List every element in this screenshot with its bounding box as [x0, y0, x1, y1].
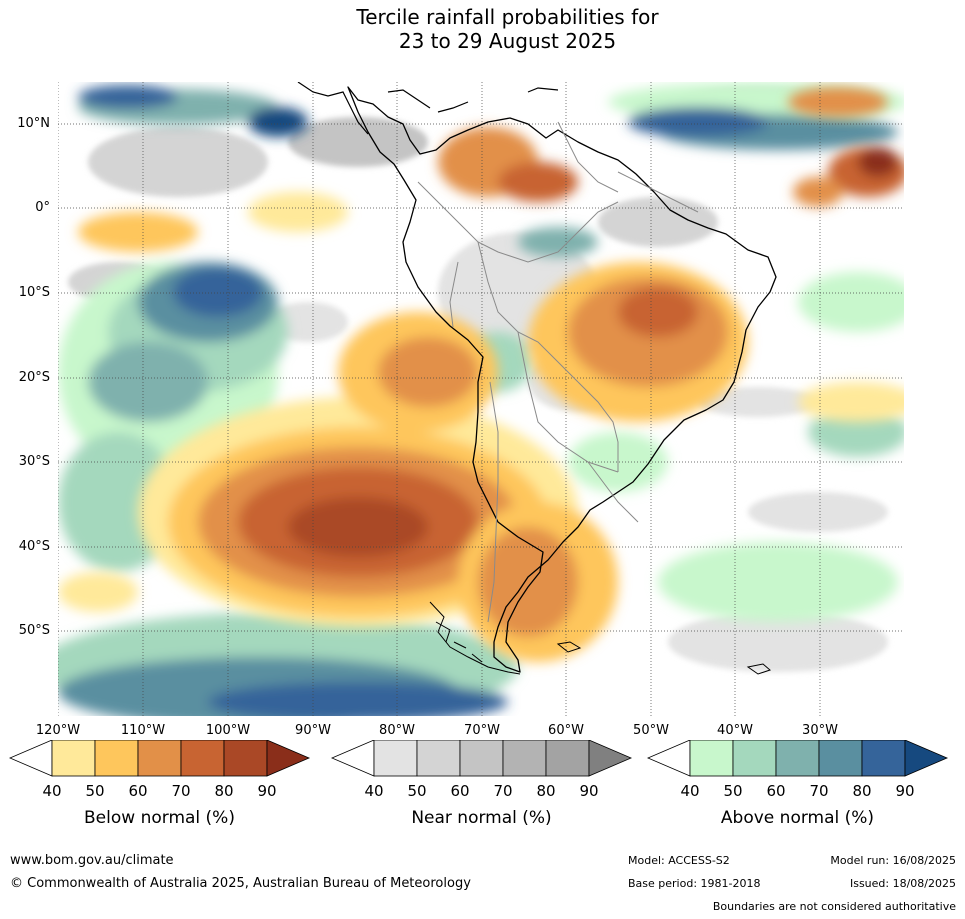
lon-label-70w: 70°W	[464, 723, 500, 738]
lon-label-30w: 30°W	[802, 723, 838, 738]
rainfall-probability-map	[58, 82, 904, 716]
country-borders	[417, 121, 699, 623]
above-normal-colorbar-tick: 90	[895, 782, 915, 800]
lon-label-80w: 80°W	[379, 723, 415, 738]
near-normal-colorbar-tick: 60	[450, 782, 470, 800]
below-normal-shading	[58, 87, 904, 662]
lon-label-40w: 40°W	[717, 723, 753, 738]
below-normal-colorbar-label: Below normal (%)	[84, 808, 235, 828]
lon-label-50w: 50°W	[633, 723, 669, 738]
map-title: Tercile rainfall probabilities for 23 to…	[0, 5, 965, 53]
above-normal-colorbar	[646, 740, 949, 777]
above-normal-colorbar-segment	[732, 740, 777, 777]
near-normal-colorbar	[330, 740, 633, 777]
below-normal-colorbar-segment	[223, 740, 268, 777]
lon-label-110w: 110°W	[120, 723, 166, 738]
above-normal-colorbar-segment	[775, 740, 820, 777]
near-normal-colorbar-label: Near normal (%)	[411, 808, 552, 828]
above-normal-colorbar-over-extend	[904, 740, 949, 777]
footer-model: Model: ACCESS-S2	[628, 854, 730, 867]
footer-issued: Issued: 18/08/2025	[849, 877, 956, 890]
near-normal-colorbar-tick: 70	[493, 782, 513, 800]
above-normal-colorbar-tick: 60	[766, 782, 786, 800]
near-normal-colorbar-segment	[459, 740, 504, 777]
above-normal-colorbar-tick: 40	[680, 782, 700, 800]
above-normal-colorbar-tick: 70	[809, 782, 829, 800]
above-normal-colorbar-under-extend	[646, 740, 691, 777]
near-normal-colorbar-tick: 40	[364, 782, 384, 800]
above-normal-colorbar-tick: 80	[852, 782, 872, 800]
near-normal-colorbar-over-extend	[588, 740, 633, 777]
lat-label-0: 0°	[35, 200, 50, 215]
lon-label-90w: 90°W	[295, 723, 331, 738]
below-normal-colorbar-tick: 40	[42, 782, 62, 800]
lon-label-120w: 120°W	[35, 723, 81, 738]
below-normal-colorbar-segment	[51, 740, 96, 777]
near-normal-colorbar-tick: 80	[536, 782, 556, 800]
colorbars	[8, 740, 949, 777]
near-normal-colorbar-tick: 50	[407, 782, 427, 800]
above-normal-colorbar-label: Above normal (%)	[720, 808, 875, 828]
above-normal-colorbar-tick: 50	[723, 782, 743, 800]
near-normal-colorbar-under-extend	[330, 740, 375, 777]
near-normal-colorbar-segment	[545, 740, 590, 777]
below-normal-colorbar-over-extend	[266, 740, 311, 777]
lat-label-50s: 50°S	[18, 623, 50, 638]
below-normal-colorbar-tick: 80	[214, 782, 234, 800]
south-america-coastline	[347, 86, 777, 673]
below-normal-colorbar-segment	[94, 740, 139, 777]
below-normal-colorbar-segment	[137, 740, 182, 777]
lon-label-100w: 100°W	[205, 723, 251, 738]
below-normal-colorbar-tick: 90	[257, 782, 277, 800]
lat-label-10s: 10°S	[18, 285, 50, 300]
below-normal-colorbar-tick: 50	[85, 782, 105, 800]
below-normal-colorbar-under-extend	[8, 740, 53, 777]
near-normal-colorbar-segment	[373, 740, 418, 777]
central-america-coastline	[297, 82, 559, 135]
footer-website[interactable]: www.bom.gov.au/climate	[10, 853, 174, 868]
below-normal-colorbar-tick: 70	[171, 782, 191, 800]
below-normal-colorbar	[8, 740, 311, 777]
title-line-1: Tercile rainfall probabilities for	[356, 5, 659, 29]
below-normal-colorbar-segment	[180, 740, 225, 777]
lat-label-40s: 40°S	[18, 539, 50, 554]
above-normal-colorbar-segment	[861, 740, 906, 777]
near-normal-colorbar-segment	[416, 740, 461, 777]
lat-label-30s: 30°S	[18, 454, 50, 469]
lat-label-10n: 10°N	[17, 116, 50, 131]
lat-label-20s: 20°S	[18, 370, 50, 385]
footer-model-run: Model run: 16/08/2025	[830, 854, 956, 867]
title-line-2: 23 to 29 August 2025	[398, 29, 617, 53]
graticule	[58, 82, 904, 716]
near-normal-colorbar-segment	[502, 740, 547, 777]
tierra-del-fuego-islands	[429, 601, 771, 675]
near-normal-colorbar-tick: 90	[579, 782, 599, 800]
footer-copyright: © Commonwealth of Australia 2025, Austra…	[10, 876, 471, 891]
below-normal-colorbar-tick: 60	[128, 782, 148, 800]
above-normal-colorbar-segment	[818, 740, 863, 777]
footer-base-period: Base period: 1981-2018	[628, 877, 761, 890]
lon-label-60w: 60°W	[548, 723, 584, 738]
above-normal-colorbar-segment	[689, 740, 734, 777]
footer-disclaimer: Boundaries are not considered authoritat…	[712, 900, 956, 913]
